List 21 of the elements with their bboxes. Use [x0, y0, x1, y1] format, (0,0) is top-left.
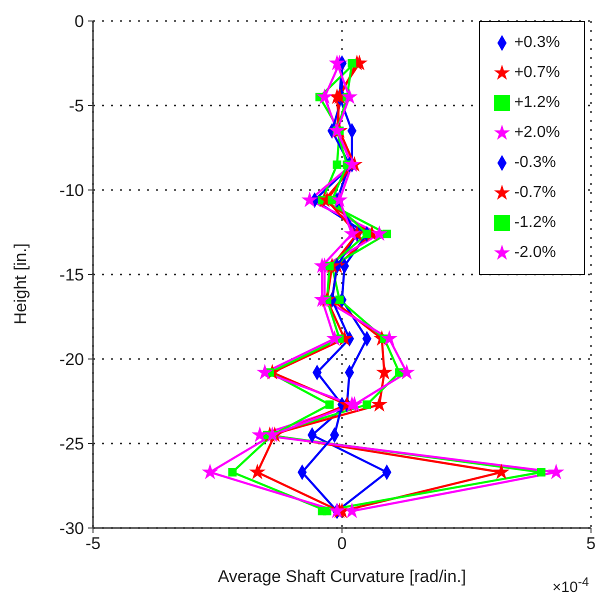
legend-label: +2.0% [514, 124, 560, 141]
y-tick-label: -10 [59, 181, 84, 200]
legend-label: +0.3% [514, 34, 560, 51]
legend-label: +0.7% [514, 64, 560, 81]
legend-label: -0.7% [514, 184, 556, 201]
y-tick-label: -15 [59, 266, 84, 285]
y-tick-label: 0 [74, 12, 84, 32]
x-tick-label: 5 [586, 534, 595, 554]
y-tick-label: -30 [59, 519, 84, 538]
legend-label: -1.2% [514, 214, 556, 231]
y-axis-title: Height [in.] [11, 243, 30, 324]
legend-label: -2.0% [514, 244, 556, 261]
y-tick-label: -5 [68, 96, 84, 116]
y-tick-label: -20 [59, 350, 84, 370]
x-tick-label: -5 [85, 534, 101, 554]
y-tick-label: -25 [59, 434, 84, 454]
text: ×10$^{-4}$ [552, 575, 589, 596]
x-axis-title: Average Shaft Curvature [rad/in.] [218, 567, 466, 586]
legend-label: +1.2% [514, 94, 560, 111]
x-tick-label: 0 [337, 534, 347, 554]
legend-label: -0.3% [514, 154, 556, 171]
